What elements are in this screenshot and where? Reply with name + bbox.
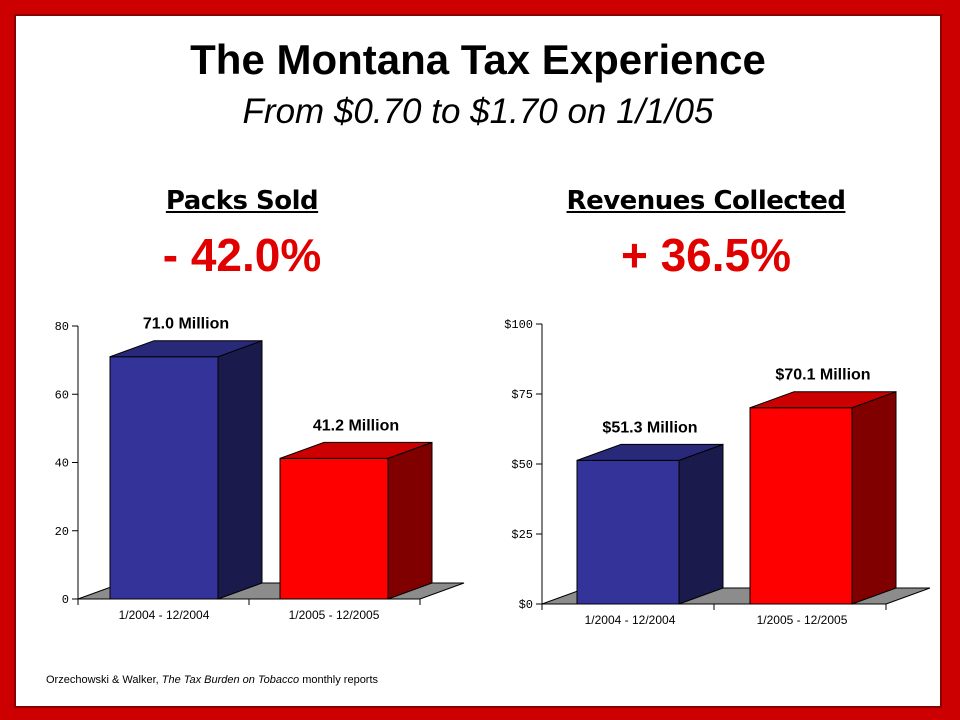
bar-2-front: [279, 457, 389, 600]
y-tick-label-4: $75: [511, 388, 533, 402]
packs-sold-change: - 42.0%: [162, 229, 322, 281]
bar-1-front: [109, 356, 219, 600]
y-tick-label-1: $0: [519, 598, 533, 612]
y-tick-label-2: $25: [511, 528, 533, 542]
y-tick-label-5: $100: [504, 318, 533, 332]
source-note: Orzechowski & Walker, The Tax Burden on …: [46, 674, 378, 686]
bar-1-data-label: 71.0 Million: [143, 316, 229, 333]
bar-2-top: [749, 391, 897, 409]
category-label-2: 1/2005 - 12/2005: [289, 608, 380, 622]
bar-1-top: [576, 443, 724, 461]
revenues-collected-heading: Revenues Collected: [566, 186, 846, 216]
source-suffix: monthly reports: [302, 674, 379, 686]
slide-subtitle: From $0.70 to $1.70 on 1/1/05: [242, 92, 714, 131]
bar-1: [576, 443, 724, 605]
bar-2: [749, 391, 897, 605]
revenues-chart: $51.3 Million 1/2004 - 12/2004 $70.1 Milli…: [504, 318, 931, 627]
bar-2-side: [851, 391, 897, 605]
bar-1-data-label: $51.3 Million: [602, 419, 697, 436]
bar-2-front: [749, 407, 853, 605]
bar-1-side: [678, 443, 724, 605]
bar-1-top: [109, 340, 263, 358]
bar-2: [279, 441, 433, 600]
bar-1-front: [576, 459, 680, 605]
category-label-1: 1/2004 - 12/2004: [119, 608, 210, 622]
y-tick-label-2: 20: [55, 525, 69, 539]
bar-2-data-label: $70.1 Million: [775, 367, 870, 384]
y-tick-label-3: 40: [55, 457, 69, 471]
packs-sold-chart: 71.0 Million 1/2004 - 12/2004 41.2 Million…: [55, 316, 465, 622]
bar-2-data-label: 41.2 Million: [313, 417, 399, 434]
slide: The Montana Tax Experience From $0.70 to…: [14, 14, 942, 708]
bar-2-top: [279, 441, 433, 459]
bar-1: [109, 339, 263, 600]
category-label-1: 1/2004 - 12/2004: [585, 613, 676, 627]
category-label-2: 1/2005 - 12/2005: [757, 613, 848, 627]
y-tick-label-5: 80: [55, 320, 69, 334]
revenues-collected-change: + 36.5%: [620, 229, 792, 281]
bar-1-side: [217, 339, 263, 600]
source-authors: Orzechowski & Walker,: [46, 674, 159, 686]
slide-title: The Montana Tax Experience: [190, 36, 766, 83]
y-tick-label-1: 0: [62, 593, 69, 607]
source-publication: The Tax Burden on Tobacco: [161, 674, 300, 686]
y-tick-label-3: $50: [511, 458, 533, 472]
packs-sold-heading: Packs Sold: [165, 186, 319, 216]
y-tick-label-4: 60: [55, 388, 69, 402]
bar-2-side: [387, 441, 433, 600]
